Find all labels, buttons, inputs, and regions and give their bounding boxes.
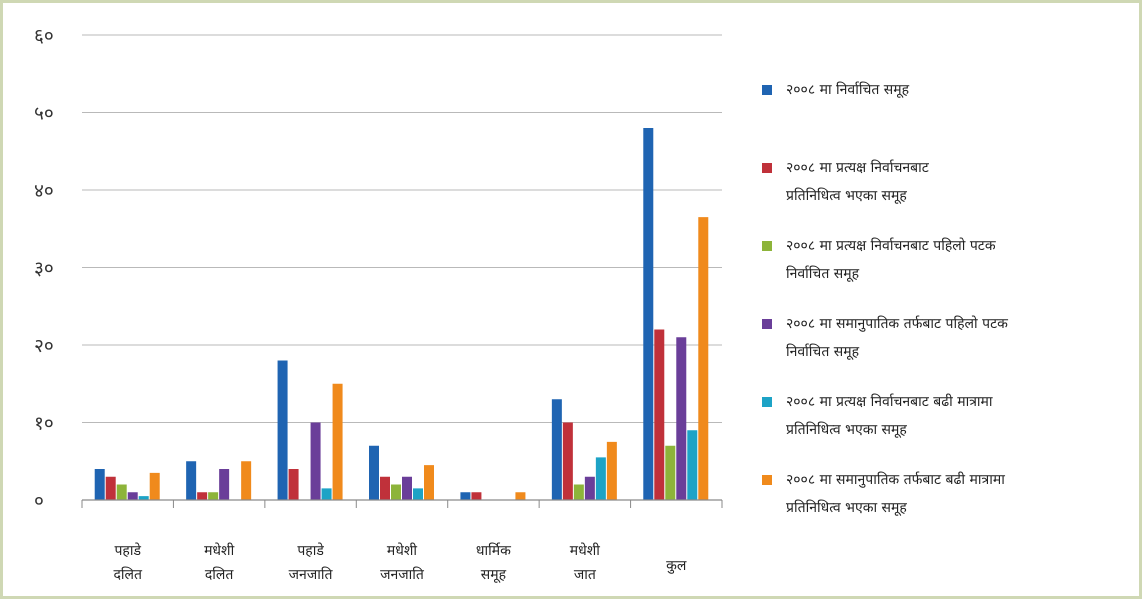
legend-label: २००८ मा प्रत्यक्ष निर्वाचनबाट बढी मात्रा… bbox=[786, 394, 993, 438]
legend-item: २००८ मा समानुपातिक तर्फबाट पहिलो पटक निर्… bbox=[762, 310, 1132, 388]
bar bbox=[127, 492, 138, 500]
bar bbox=[288, 469, 299, 500]
x-category-label: कुल bbox=[666, 558, 687, 574]
legend-item: २००८ मा प्रत्यक्ष निर्वाचनबाट बढी मात्रा… bbox=[762, 388, 1132, 466]
bar bbox=[402, 476, 412, 500]
bar bbox=[116, 484, 127, 500]
x-category-label: धार्मिक समूह bbox=[476, 542, 511, 583]
bar bbox=[105, 476, 116, 500]
y-tick-label: ० bbox=[34, 490, 44, 512]
y-tick-label: ५० bbox=[34, 103, 54, 125]
y-tick-label: २० bbox=[34, 335, 54, 357]
bar bbox=[413, 488, 423, 500]
legend-label: २००८ मा समानुपातिक तर्फबाट पहिलो पटक निर्… bbox=[786, 316, 1008, 360]
bar bbox=[471, 492, 482, 500]
bar bbox=[277, 360, 288, 500]
bar bbox=[573, 484, 584, 500]
legend: २००८ मा निर्वाचित समूह २००८ मा प्रत्यक्ष … bbox=[762, 76, 1132, 544]
y-tick-label: ४० bbox=[34, 180, 54, 202]
bar bbox=[562, 422, 573, 500]
bar bbox=[138, 496, 149, 500]
legend-item: २००८ मा प्रत्यक्ष निर्वाचनबाट पहिलो पटक न… bbox=[762, 232, 1132, 310]
y-tick-label: ३० bbox=[34, 258, 54, 280]
legend-swatch bbox=[762, 397, 772, 407]
bar bbox=[551, 399, 562, 500]
x-category-label: पहाडे दलित bbox=[113, 542, 143, 583]
legend-item: २००८ मा समानुपातिक तर्फबाट बढी मात्रामा प… bbox=[762, 466, 1132, 544]
bar bbox=[241, 461, 252, 500]
gridlines bbox=[82, 34, 722, 423]
bars bbox=[94, 128, 709, 500]
bar bbox=[208, 492, 219, 500]
bar bbox=[424, 465, 434, 500]
x-category-label: मधेशी जनजाति bbox=[380, 542, 425, 583]
bar bbox=[676, 337, 687, 500]
bar bbox=[219, 469, 230, 500]
bar bbox=[595, 457, 606, 500]
bar bbox=[460, 492, 471, 500]
bar bbox=[515, 492, 526, 500]
bar bbox=[94, 469, 105, 500]
bar bbox=[321, 488, 332, 500]
y-axis-ticks: ० १० २० ३० ४० ५० ६० bbox=[34, 25, 54, 512]
legend-item: २००८ मा प्रत्यक्ष निर्वाचनबाट प्रतिनिधित्… bbox=[762, 154, 1132, 232]
bar bbox=[310, 422, 321, 500]
x-category-label: पहाडे जनजाति bbox=[289, 542, 334, 583]
bar bbox=[698, 217, 709, 500]
bar bbox=[643, 128, 654, 500]
legend-swatch bbox=[762, 85, 772, 95]
legend-swatch bbox=[762, 475, 772, 485]
x-axis-category-labels: पहाडे दलित मधेशी दलित पहाडे जनजाति मधेशी जनजाति… bbox=[113, 542, 686, 583]
bar bbox=[665, 445, 676, 500]
bar bbox=[380, 476, 390, 500]
bar bbox=[654, 329, 665, 500]
y-tick-label: ६० bbox=[34, 25, 54, 47]
x-category-label: मधेशी दलित bbox=[204, 542, 235, 583]
bar bbox=[149, 472, 160, 500]
bar bbox=[197, 492, 208, 500]
bar bbox=[332, 383, 343, 500]
legend-swatch bbox=[762, 319, 772, 329]
legend-label: २००८ मा समानुपातिक तर्फबाट बढी मात्रामा प… bbox=[786, 472, 1005, 516]
bar bbox=[584, 476, 595, 500]
legend-item: २००८ मा निर्वाचित समूह bbox=[762, 76, 1132, 154]
legend-label: २००८ मा प्रत्यक्ष निर्वाचनबाट प्रतिनिधित्… bbox=[786, 160, 929, 204]
x-axis bbox=[81, 499, 723, 508]
y-tick-label: १० bbox=[34, 413, 54, 435]
legend-label: २००८ मा निर्वाचित समूह bbox=[786, 82, 910, 98]
bar bbox=[186, 461, 197, 500]
bar bbox=[391, 484, 401, 500]
legend-swatch bbox=[762, 241, 772, 251]
legend-label: २००८ मा प्रत्यक्ष निर्वाचनबाट पहिलो पटक न… bbox=[786, 238, 996, 282]
bar bbox=[606, 441, 617, 500]
x-category-label: मधेशी जात bbox=[570, 542, 601, 583]
bar bbox=[687, 430, 698, 500]
legend-swatch bbox=[762, 163, 772, 173]
bar bbox=[369, 445, 379, 500]
